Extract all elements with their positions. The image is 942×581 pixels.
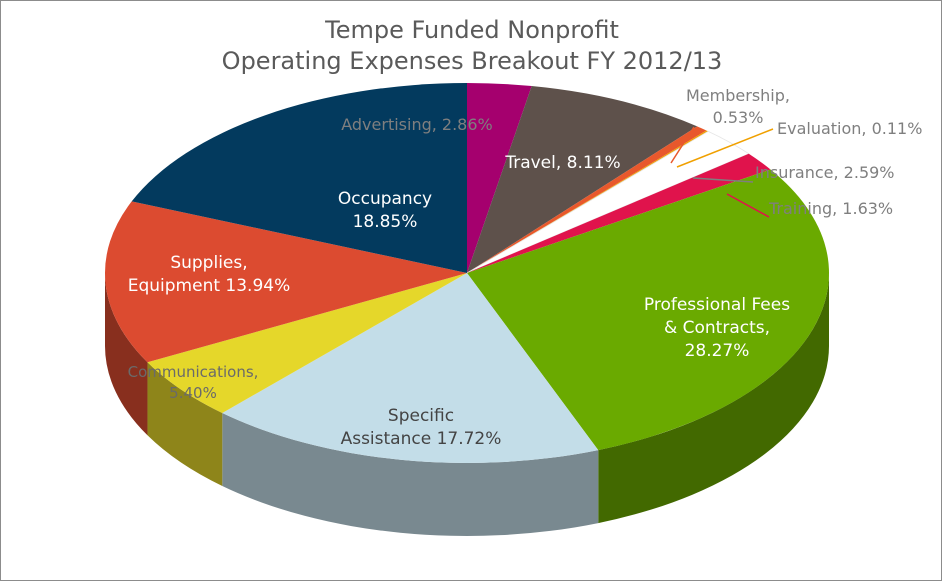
label-professional-fees-contracts-line-1: Professional Fees [644, 295, 790, 315]
side-supplies-equipment [105, 273, 148, 436]
slice-communications [147, 273, 468, 414]
slice-travel [467, 86, 698, 273]
pie-side-walls [105, 273, 829, 536]
label-occupancy-line-1: Occupancy [338, 189, 432, 209]
label-training-line-1: Training, 1.63% [768, 199, 893, 218]
leader-training [726, 193, 770, 218]
leader-insurance [692, 177, 754, 183]
side-professional-fees-contracts [598, 273, 829, 524]
label-advertising-line-1: Advertising, 2.86% [341, 115, 493, 134]
leader-lines [670, 126, 774, 218]
leader-evaluation [676, 128, 774, 168]
label-specific-assistance-line-1: Specific [388, 406, 454, 426]
label-travel-line-1: Travel, 8.11% [504, 153, 620, 173]
label-communications-line-2: 5.40% [169, 384, 217, 402]
label-occupancy-line-2: 18.85% [353, 212, 418, 232]
label-membership-line-2: 0.53% [713, 108, 764, 127]
slice-specific-assistance [222, 273, 599, 463]
leader-membership [670, 126, 695, 164]
label-insurance-line-1: Insurance, 2.59% [755, 163, 895, 182]
side-specific-assistance [222, 413, 599, 536]
label-evaluation-line-1: Evaluation, 0.11% [777, 119, 922, 138]
slice-supplies-equipment [104, 201, 467, 363]
label-membership-line-1: Membership, [686, 86, 790, 105]
slice-occupancy [131, 83, 468, 273]
label-supplies-equipment-line-1: Supplies, [170, 253, 247, 273]
slice-membership [467, 126, 707, 274]
slice-training [467, 153, 771, 273]
chart-title-line-2: Operating Expenses Breakout FY 2012/13 [221, 47, 723, 75]
label-professional-fees-contracts-line-3: 28.27% [685, 341, 750, 361]
pie-top [104, 83, 830, 463]
label-specific-assistance-line-2: Assistance 17.72% [341, 429, 502, 449]
chart-title-line-1: Tempe Funded Nonprofit [325, 16, 619, 44]
chart-title: Tempe Funded Nonprofit Operating Expense… [1, 15, 941, 77]
side-communications [147, 362, 223, 487]
label-supplies-equipment-line-2: Equipment 13.94% [128, 276, 291, 296]
slice-labels: Advertising, 2.86% Travel, 8.11% Membershi… [128, 86, 923, 449]
label-communications-line-1: Communications, [128, 363, 259, 381]
slice-professional-fees-contracts [467, 169, 830, 451]
label-professional-fees-contracts-line-2: & Contracts, [664, 318, 770, 338]
slice-advertising [467, 83, 532, 273]
